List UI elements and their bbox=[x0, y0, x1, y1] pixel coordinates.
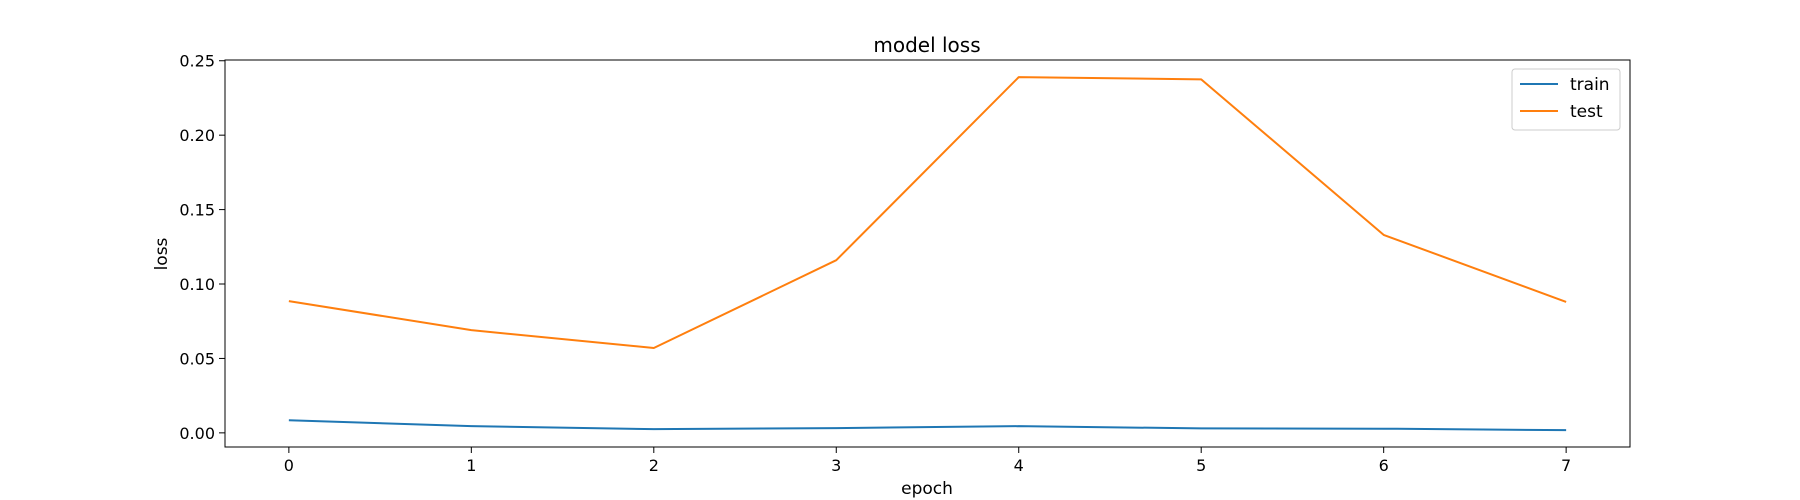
x-axis-label: epoch bbox=[901, 479, 953, 499]
x-axis-ticks: 0 1 2 3 4 5 6 7 bbox=[284, 447, 1571, 475]
x-tick-label: 4 bbox=[1014, 456, 1024, 475]
x-tick-label: 5 bbox=[1196, 456, 1206, 475]
plot-frame bbox=[224, 59, 1631, 448]
x-tick-label: 6 bbox=[1379, 456, 1389, 475]
x-tick-label: 1 bbox=[466, 456, 476, 475]
y-axis-label: loss bbox=[152, 237, 172, 270]
legend: train test bbox=[1511, 68, 1621, 131]
y-tick-label: 0.05 bbox=[179, 349, 215, 368]
legend-train-label: train bbox=[1570, 75, 1610, 95]
y-tick-label: 0.15 bbox=[179, 201, 215, 220]
y-tick-label: 0.25 bbox=[179, 52, 215, 71]
plot-area: 0 1 2 3 4 5 6 7 0.00 0.05 0.10 0.15 0.20 0.25 bbox=[179, 52, 1631, 475]
chart-title: model loss bbox=[873, 33, 980, 57]
legend-test-label: test bbox=[1570, 102, 1603, 122]
series-line-test bbox=[288, 76, 1567, 350]
y-axis-ticks: 0.00 0.05 0.10 0.15 0.20 0.25 bbox=[179, 52, 225, 443]
x-tick-label: 7 bbox=[1561, 456, 1571, 475]
x-tick-label: 3 bbox=[831, 456, 841, 475]
x-tick-label: 2 bbox=[649, 456, 659, 475]
series-layer bbox=[288, 76, 1567, 432]
y-tick-label: 0.10 bbox=[179, 275, 215, 294]
series-line-train bbox=[288, 419, 1567, 432]
x-tick-label: 0 bbox=[284, 456, 294, 475]
y-tick-label: 0.00 bbox=[179, 424, 215, 443]
y-tick-label: 0.20 bbox=[179, 126, 215, 145]
